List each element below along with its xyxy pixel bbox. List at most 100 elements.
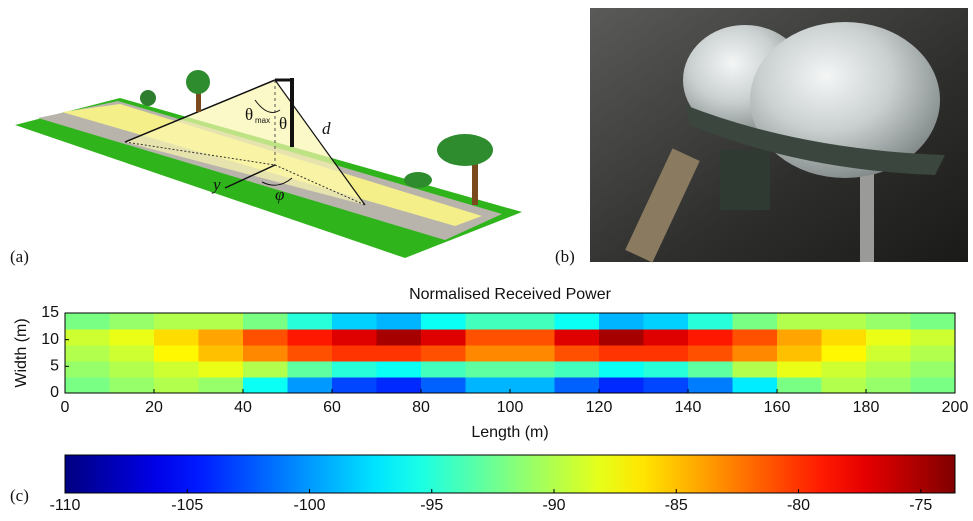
heat-cell bbox=[777, 329, 822, 346]
heat-cell bbox=[243, 313, 288, 330]
panel-label: (b) bbox=[555, 247, 575, 266]
panel-label: (a) bbox=[10, 247, 29, 266]
x-tick-label: 80 bbox=[412, 399, 430, 416]
heat-cell bbox=[866, 329, 911, 346]
heat-cell bbox=[376, 329, 422, 346]
heat-cell bbox=[332, 361, 377, 378]
heat-cell bbox=[376, 345, 422, 362]
heat-cell bbox=[465, 313, 511, 330]
heat-cell bbox=[465, 329, 511, 346]
max-subscript: max bbox=[255, 116, 270, 125]
heat-cell bbox=[198, 345, 244, 362]
heat-cell bbox=[643, 377, 689, 394]
heat-cell bbox=[154, 361, 199, 378]
x-tick-label: 120 bbox=[586, 399, 613, 416]
heat-cell bbox=[688, 377, 733, 394]
heat-cell bbox=[821, 361, 867, 378]
heat-cell bbox=[866, 313, 911, 330]
heat-cell bbox=[154, 313, 199, 330]
y-tick-label: 15 bbox=[41, 304, 59, 321]
heat-cell bbox=[332, 329, 377, 346]
heat-cell bbox=[554, 313, 600, 330]
heat-cell bbox=[910, 377, 956, 394]
colorbar-tick-label: -110 bbox=[50, 497, 81, 514]
heat-cell bbox=[332, 313, 377, 330]
heat-cell bbox=[599, 345, 644, 362]
heat-cell bbox=[777, 361, 822, 378]
heat-cell bbox=[910, 345, 956, 362]
heat-cell bbox=[421, 377, 466, 394]
heat-cell bbox=[198, 313, 244, 330]
colorbar-tick-label: -75 bbox=[909, 497, 932, 514]
heat-cell bbox=[376, 313, 422, 330]
heat-cell bbox=[198, 361, 244, 378]
heat-cell bbox=[777, 345, 822, 362]
photo: (b) bbox=[555, 8, 968, 266]
heatmap bbox=[65, 313, 956, 394]
heat-cell bbox=[910, 313, 956, 330]
x-tick-label: 0 bbox=[61, 399, 70, 416]
heat-cell bbox=[643, 329, 689, 346]
heat-cell bbox=[777, 377, 822, 394]
heat-cell bbox=[243, 361, 288, 378]
heat-cell bbox=[421, 361, 466, 378]
x-tick-label: 20 bbox=[145, 399, 163, 416]
y-tick-label: 0 bbox=[50, 384, 59, 401]
heat-cell bbox=[732, 313, 778, 330]
y-axis-label: Width (m) bbox=[13, 318, 30, 387]
heat-cell bbox=[777, 313, 822, 330]
chart-title: Normalised Received Power bbox=[409, 286, 612, 303]
heat-cell bbox=[65, 377, 110, 394]
heat-cell bbox=[554, 345, 600, 362]
panel-label: (c) bbox=[10, 486, 29, 505]
heat-cell bbox=[109, 329, 155, 346]
heat-cell bbox=[732, 329, 778, 346]
heat-cell bbox=[688, 329, 733, 346]
x-tick-label: 180 bbox=[853, 399, 880, 416]
x-tick-label: 200 bbox=[942, 399, 969, 416]
y-tick-label: 5 bbox=[50, 358, 59, 375]
heat-cell bbox=[332, 345, 377, 362]
colorbar-tick-label: -95 bbox=[420, 497, 443, 514]
heat-cell bbox=[243, 345, 288, 362]
heat-cell bbox=[821, 377, 867, 394]
heat-cell bbox=[65, 329, 110, 346]
heat-cell bbox=[554, 377, 600, 394]
heat-cell bbox=[65, 345, 110, 362]
x-tick-label: 100 bbox=[497, 399, 524, 416]
heat-cell bbox=[599, 329, 644, 346]
heat-cell bbox=[154, 345, 199, 362]
heat-cell bbox=[554, 329, 600, 346]
heat-cell bbox=[510, 345, 555, 362]
x-tick-label: 60 bbox=[323, 399, 341, 416]
heat-cell bbox=[866, 377, 911, 394]
colorbar-tick-label: -80 bbox=[787, 497, 810, 514]
heat-cell bbox=[510, 377, 555, 394]
x-tick-label: 40 bbox=[234, 399, 252, 416]
heat-cell bbox=[109, 377, 155, 394]
heat-cell bbox=[376, 377, 422, 394]
heat-cell bbox=[866, 345, 911, 362]
heat-cell bbox=[510, 329, 555, 346]
colorbar-tick-label: -105 bbox=[171, 497, 203, 514]
heat-cell bbox=[599, 377, 644, 394]
heat-cell bbox=[510, 313, 555, 330]
heat-cell bbox=[599, 313, 644, 330]
heat-cell bbox=[821, 345, 867, 362]
theta-max-symbol: θ bbox=[245, 105, 253, 124]
heat-cell bbox=[821, 313, 867, 330]
heat-cell bbox=[287, 345, 333, 362]
heat-cell bbox=[465, 377, 511, 394]
heat-cell bbox=[688, 361, 733, 378]
heat-cell bbox=[821, 329, 867, 346]
x-tick-label: 140 bbox=[675, 399, 702, 416]
heat-cell bbox=[198, 377, 244, 394]
street-diagram: θ max θ d y φ (a) bbox=[10, 70, 522, 266]
heat-cell bbox=[287, 329, 333, 346]
y-symbol: y bbox=[211, 175, 221, 194]
heat-cell bbox=[643, 345, 689, 362]
heat-cell bbox=[287, 361, 333, 378]
x-axis-label: Length (m) bbox=[471, 424, 548, 441]
heat-cell bbox=[643, 313, 689, 330]
colorbar-tick-label: -100 bbox=[293, 497, 325, 514]
